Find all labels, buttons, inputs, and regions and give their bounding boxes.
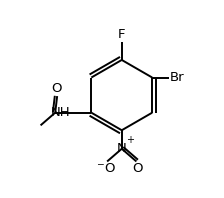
Text: O: O [132,162,143,175]
Text: +: + [126,135,134,145]
Text: NH: NH [51,106,71,119]
Text: $^{-}$O: $^{-}$O [96,162,116,175]
Text: Br: Br [170,71,184,84]
Text: O: O [51,82,61,95]
Text: F: F [118,28,125,41]
Text: N: N [117,142,127,155]
